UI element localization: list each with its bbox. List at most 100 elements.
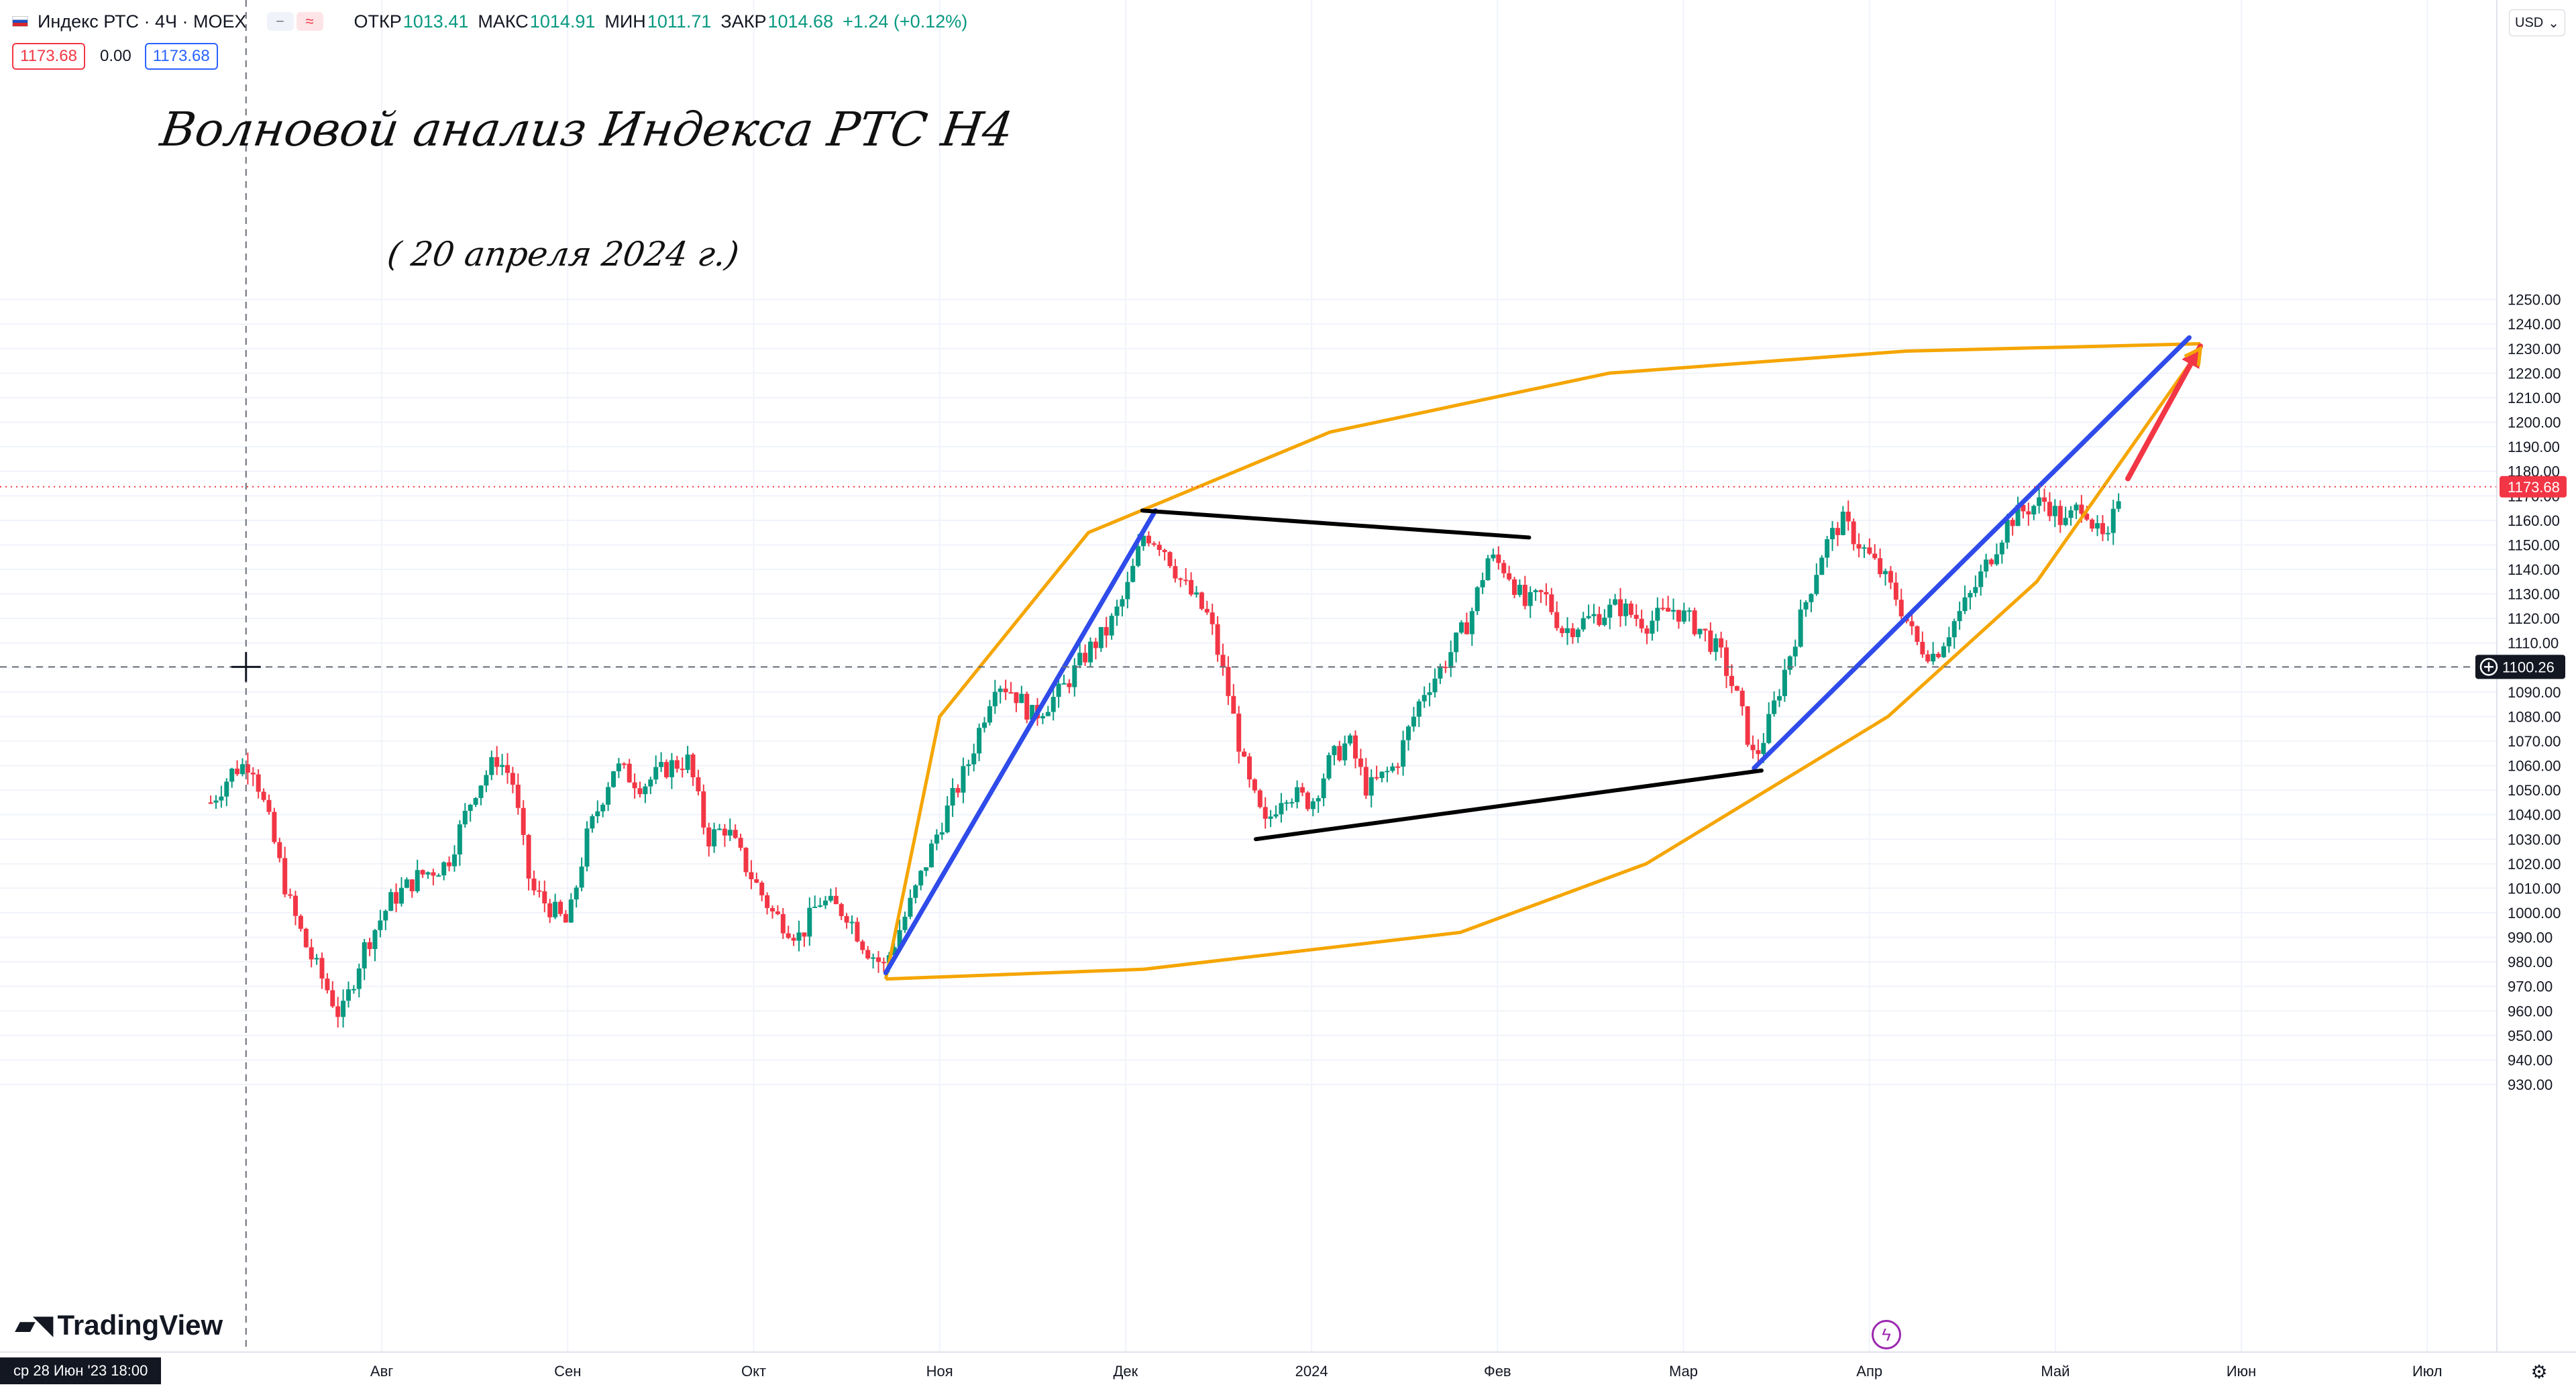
grid bbox=[0, 0, 2497, 1352]
candle-body bbox=[2031, 506, 2037, 515]
candle-body bbox=[2116, 501, 2121, 509]
time-tick-label: Июл bbox=[2412, 1363, 2443, 1380]
candle-body bbox=[1204, 608, 1210, 613]
candle-body bbox=[2095, 522, 2100, 529]
candle-body bbox=[1618, 599, 1623, 616]
analysis-date[interactable]: ( 20 апреля 2024 г.) bbox=[384, 235, 742, 274]
candle-body bbox=[1263, 807, 1268, 819]
candle bbox=[1633, 604, 1639, 626]
candle bbox=[754, 873, 759, 883]
candle-body bbox=[2084, 513, 2090, 520]
candle-body bbox=[282, 858, 288, 895]
candle-body bbox=[250, 773, 256, 775]
candle-body bbox=[1666, 608, 1671, 612]
open-value: 1013.41 bbox=[402, 11, 469, 32]
candle bbox=[1973, 575, 1978, 598]
candle-body bbox=[1931, 653, 1936, 662]
candle bbox=[1432, 668, 1438, 698]
candle-body bbox=[1957, 611, 1962, 622]
candle bbox=[1056, 679, 1061, 708]
candle-body bbox=[319, 958, 325, 979]
candle-body bbox=[2021, 504, 2026, 512]
price-tick-label: 990.00 bbox=[2508, 930, 2553, 946]
candle bbox=[1984, 553, 1989, 578]
candle bbox=[1756, 739, 1761, 763]
candle-body bbox=[1888, 571, 1893, 583]
candle bbox=[1448, 640, 1454, 677]
time-tick-label: Авг bbox=[370, 1363, 393, 1380]
candle bbox=[796, 920, 802, 952]
candle-body bbox=[685, 755, 690, 770]
candle bbox=[1183, 568, 1189, 585]
candle-body bbox=[955, 787, 961, 793]
price-tick-label: 1030.00 bbox=[2508, 831, 2561, 848]
candle-body bbox=[1088, 641, 1093, 663]
tradingview-logo[interactable]: ▰◥ TradingView bbox=[15, 1309, 223, 1341]
candle-body bbox=[812, 906, 818, 908]
candle bbox=[261, 788, 266, 802]
candle-body bbox=[245, 764, 250, 773]
candle-body bbox=[722, 828, 727, 836]
candle bbox=[1146, 531, 1151, 547]
candle bbox=[1257, 789, 1263, 809]
currency-select[interactable]: USD ⌄ bbox=[2509, 9, 2565, 36]
candle bbox=[807, 897, 812, 946]
candle bbox=[409, 879, 415, 898]
candle bbox=[1326, 752, 1332, 781]
candle-body bbox=[1438, 667, 1443, 679]
minus-icon[interactable]: − bbox=[266, 12, 294, 31]
candle bbox=[1390, 763, 1395, 773]
candle-body bbox=[1273, 814, 1279, 817]
candle-body bbox=[765, 895, 770, 908]
candle bbox=[1024, 691, 1030, 724]
candle bbox=[977, 723, 982, 761]
candle-body bbox=[1872, 553, 1878, 559]
candle-body bbox=[1104, 626, 1109, 636]
candle bbox=[457, 820, 462, 867]
candle-body bbox=[2010, 520, 2015, 526]
candle bbox=[1310, 797, 1316, 817]
candle bbox=[1008, 681, 1014, 694]
sell-price-button[interactable]: 1173.68 bbox=[12, 43, 85, 70]
trend-line-2 bbox=[1752, 335, 2192, 771]
candle-body bbox=[716, 828, 722, 830]
buy-price-button[interactable]: 1173.68 bbox=[144, 43, 218, 70]
candle bbox=[1077, 641, 1083, 669]
candle bbox=[1104, 616, 1109, 648]
analysis-title[interactable]: Волновой анализ Индекса РТС Н4 bbox=[157, 102, 1017, 157]
candle-body bbox=[2052, 506, 2057, 516]
candle-body bbox=[1019, 693, 1024, 704]
candle-body bbox=[643, 786, 648, 795]
candle-body bbox=[436, 875, 441, 877]
candle bbox=[1962, 585, 1968, 614]
approx-icon[interactable]: ≈ bbox=[296, 12, 323, 31]
price-tick-label: 940.00 bbox=[2508, 1052, 2553, 1068]
spread-value: 0.00 bbox=[99, 47, 131, 65]
candle bbox=[484, 770, 489, 793]
candle-body bbox=[1268, 816, 1273, 819]
candle-body bbox=[1459, 622, 1464, 633]
candle-body bbox=[610, 771, 616, 787]
candle-body bbox=[1591, 614, 1597, 616]
candle-body bbox=[998, 688, 1003, 692]
candle-body bbox=[229, 769, 235, 782]
candle bbox=[648, 777, 653, 795]
gear-icon[interactable]: ⚙ bbox=[2530, 1361, 2548, 1382]
candle-body bbox=[802, 932, 807, 937]
candle-body bbox=[818, 905, 823, 907]
candle-body bbox=[1231, 695, 1236, 714]
candle-body bbox=[1321, 778, 1326, 799]
candle bbox=[1284, 799, 1289, 811]
candle bbox=[663, 759, 669, 779]
candle-body bbox=[584, 828, 590, 867]
candle bbox=[1845, 500, 1851, 531]
symbol-title[interactable]: Индекс РТС · 4Ч · MOEX bbox=[38, 11, 247, 32]
candle bbox=[1994, 543, 1999, 566]
candle-body bbox=[1973, 587, 1978, 594]
candle-body bbox=[341, 1001, 346, 1017]
lightning-icon[interactable]: ϟ bbox=[1872, 1320, 1901, 1349]
candle-body bbox=[1517, 584, 1522, 596]
candle-body bbox=[749, 872, 754, 879]
candle-body bbox=[1814, 575, 1819, 594]
